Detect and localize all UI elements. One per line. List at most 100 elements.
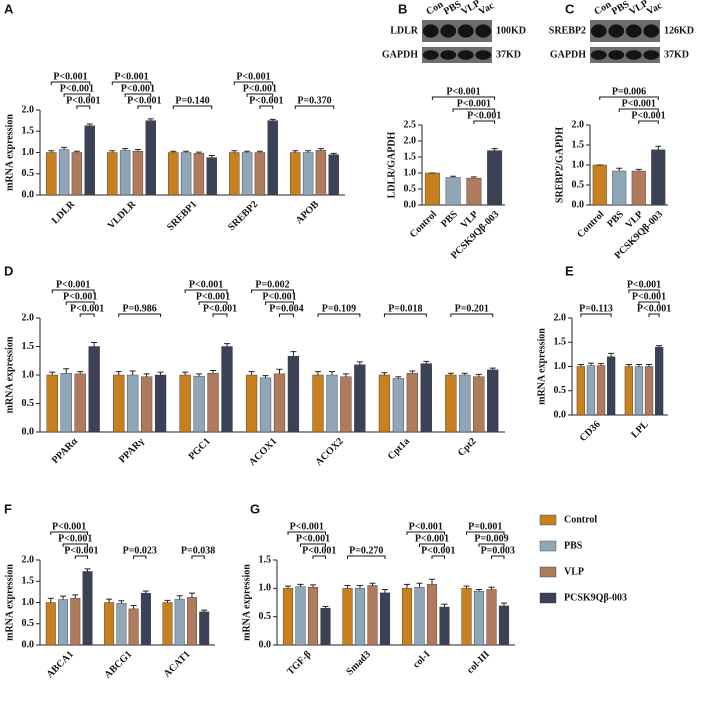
bar (326, 374, 338, 433)
bar (74, 373, 86, 433)
y-axis-label: SREBP2/GAPDH (554, 127, 565, 203)
p-value: P<0.001 (262, 291, 296, 302)
significance-bracket (133, 555, 147, 559)
x-tick-label: VLDLR (106, 198, 139, 231)
bar (302, 152, 314, 196)
p-value: P<0.001 (121, 83, 155, 94)
significance-bracket (287, 531, 326, 535)
blot-band (422, 24, 439, 38)
error-bar (130, 604, 137, 609)
x-tick-label: TGF-β (285, 649, 313, 677)
legend-label: VLP (564, 566, 584, 577)
error-bar (77, 371, 84, 374)
bar (340, 376, 352, 433)
significance-bracket (111, 81, 152, 85)
panel-label: C (565, 1, 575, 16)
error-bar (170, 150, 177, 153)
p-value: P<0.001 (249, 95, 283, 106)
significance-bracket (74, 555, 89, 559)
bar (445, 374, 457, 433)
p-value: P=0.001 (468, 521, 502, 532)
significance-bracket (431, 555, 445, 559)
y-tick-label: 2.0 (22, 312, 35, 323)
x-tick-label: LDLR (50, 198, 78, 226)
x-tick-label: Cpt1a (386, 436, 412, 462)
bar (424, 172, 440, 206)
y-axis-label: LDLR/GAPDH (386, 131, 397, 198)
bar (71, 152, 83, 196)
p-value: P<0.001 (296, 533, 330, 544)
bar (259, 377, 272, 433)
x-tick-label: PBS (605, 209, 626, 230)
bar (420, 363, 432, 433)
p-value: P=0.270 (349, 545, 383, 556)
significance-bracket (124, 93, 152, 97)
y-tick-label: 2.5 (404, 119, 417, 130)
bar (282, 588, 294, 646)
significance-bracket (490, 555, 505, 559)
y-tick-label: 1.5 (259, 554, 272, 565)
p-value: P<0.001 (446, 86, 480, 97)
error-bar (91, 342, 98, 347)
error-bar (646, 364, 653, 367)
y-axis-label: mRNA expression (4, 564, 15, 641)
significance-bracket (191, 555, 205, 559)
significance-bracket (62, 543, 89, 547)
y-tick-label: 1.5 (22, 341, 35, 352)
error-bar (491, 148, 498, 151)
blot-strip (422, 47, 492, 63)
bar (179, 374, 191, 433)
error-bar (276, 368, 283, 374)
blot-band (457, 50, 474, 60)
panel-label: E (565, 263, 574, 278)
error-bar (297, 583, 304, 587)
error-bar (210, 369, 217, 374)
y-tick-label: 0.5 (572, 179, 585, 190)
bar (199, 611, 210, 646)
error-bar (84, 568, 91, 572)
p-value: P<0.001 (66, 95, 100, 106)
bar (82, 571, 93, 646)
lane-label: Vac (477, 0, 497, 18)
bar (193, 153, 205, 196)
p-value: P<0.001 (203, 303, 237, 314)
error-bar (73, 150, 80, 153)
bar (354, 588, 366, 646)
bar (367, 585, 378, 646)
error-bar (256, 150, 263, 153)
bar (180, 152, 192, 196)
x-tick-label: col-III (465, 649, 492, 676)
bar (162, 602, 173, 646)
p-value: P<0.001 (114, 71, 148, 82)
error-bar (409, 370, 416, 374)
bar (46, 374, 58, 433)
significance-bracket (50, 81, 91, 85)
bar (254, 152, 266, 196)
bar (439, 606, 450, 646)
bar (84, 125, 95, 196)
error-bar (317, 148, 324, 151)
blot-band (608, 24, 625, 38)
significance-bracket (478, 543, 505, 547)
significance-bracket (278, 313, 294, 317)
p-value: P=0.004 (269, 303, 303, 314)
error-bar (655, 145, 662, 150)
p-value: P<0.001 (236, 71, 270, 82)
y-tick-label: 0.5 (259, 611, 272, 622)
size-label: 37KD (496, 49, 521, 60)
p-value: P=0.023 (123, 545, 157, 556)
legend-swatch (539, 566, 557, 578)
error-bar (285, 585, 292, 589)
significance-bracket (246, 93, 274, 97)
blot-strip (590, 47, 660, 63)
error-bar (476, 588, 483, 592)
error-bar (342, 373, 349, 377)
bar (119, 150, 131, 196)
error-bar (269, 118, 276, 121)
error-bar (157, 371, 164, 375)
bar (145, 120, 156, 196)
panel-label: D (4, 263, 13, 278)
bar (379, 592, 391, 646)
x-tick-label: col-I (411, 649, 433, 671)
bar (487, 150, 503, 206)
